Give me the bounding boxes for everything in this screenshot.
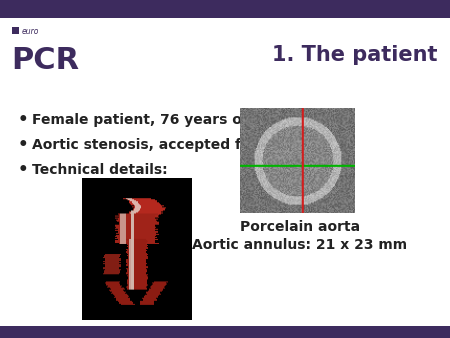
Text: euro: euro — [22, 26, 40, 35]
Text: •: • — [18, 111, 29, 129]
Bar — [0, 0, 450, 18]
Bar — [0, 326, 450, 338]
Text: Aortic annulus: 21 x 23 mm: Aortic annulus: 21 x 23 mm — [193, 238, 408, 252]
Text: Technical details:: Technical details: — [32, 163, 167, 177]
Bar — [12, 27, 19, 34]
Text: PCR: PCR — [11, 46, 79, 75]
Text: Aortic stenosis, accepted for TAVI,: Aortic stenosis, accepted for TAVI, — [32, 138, 302, 152]
Text: •: • — [18, 136, 29, 154]
Text: •: • — [18, 161, 29, 179]
Text: Female patient, 76 years old,: Female patient, 76 years old, — [32, 113, 261, 127]
Text: 1. The patient: 1. The patient — [273, 45, 438, 65]
Text: Porcelain aorta: Porcelain aorta — [240, 220, 360, 234]
